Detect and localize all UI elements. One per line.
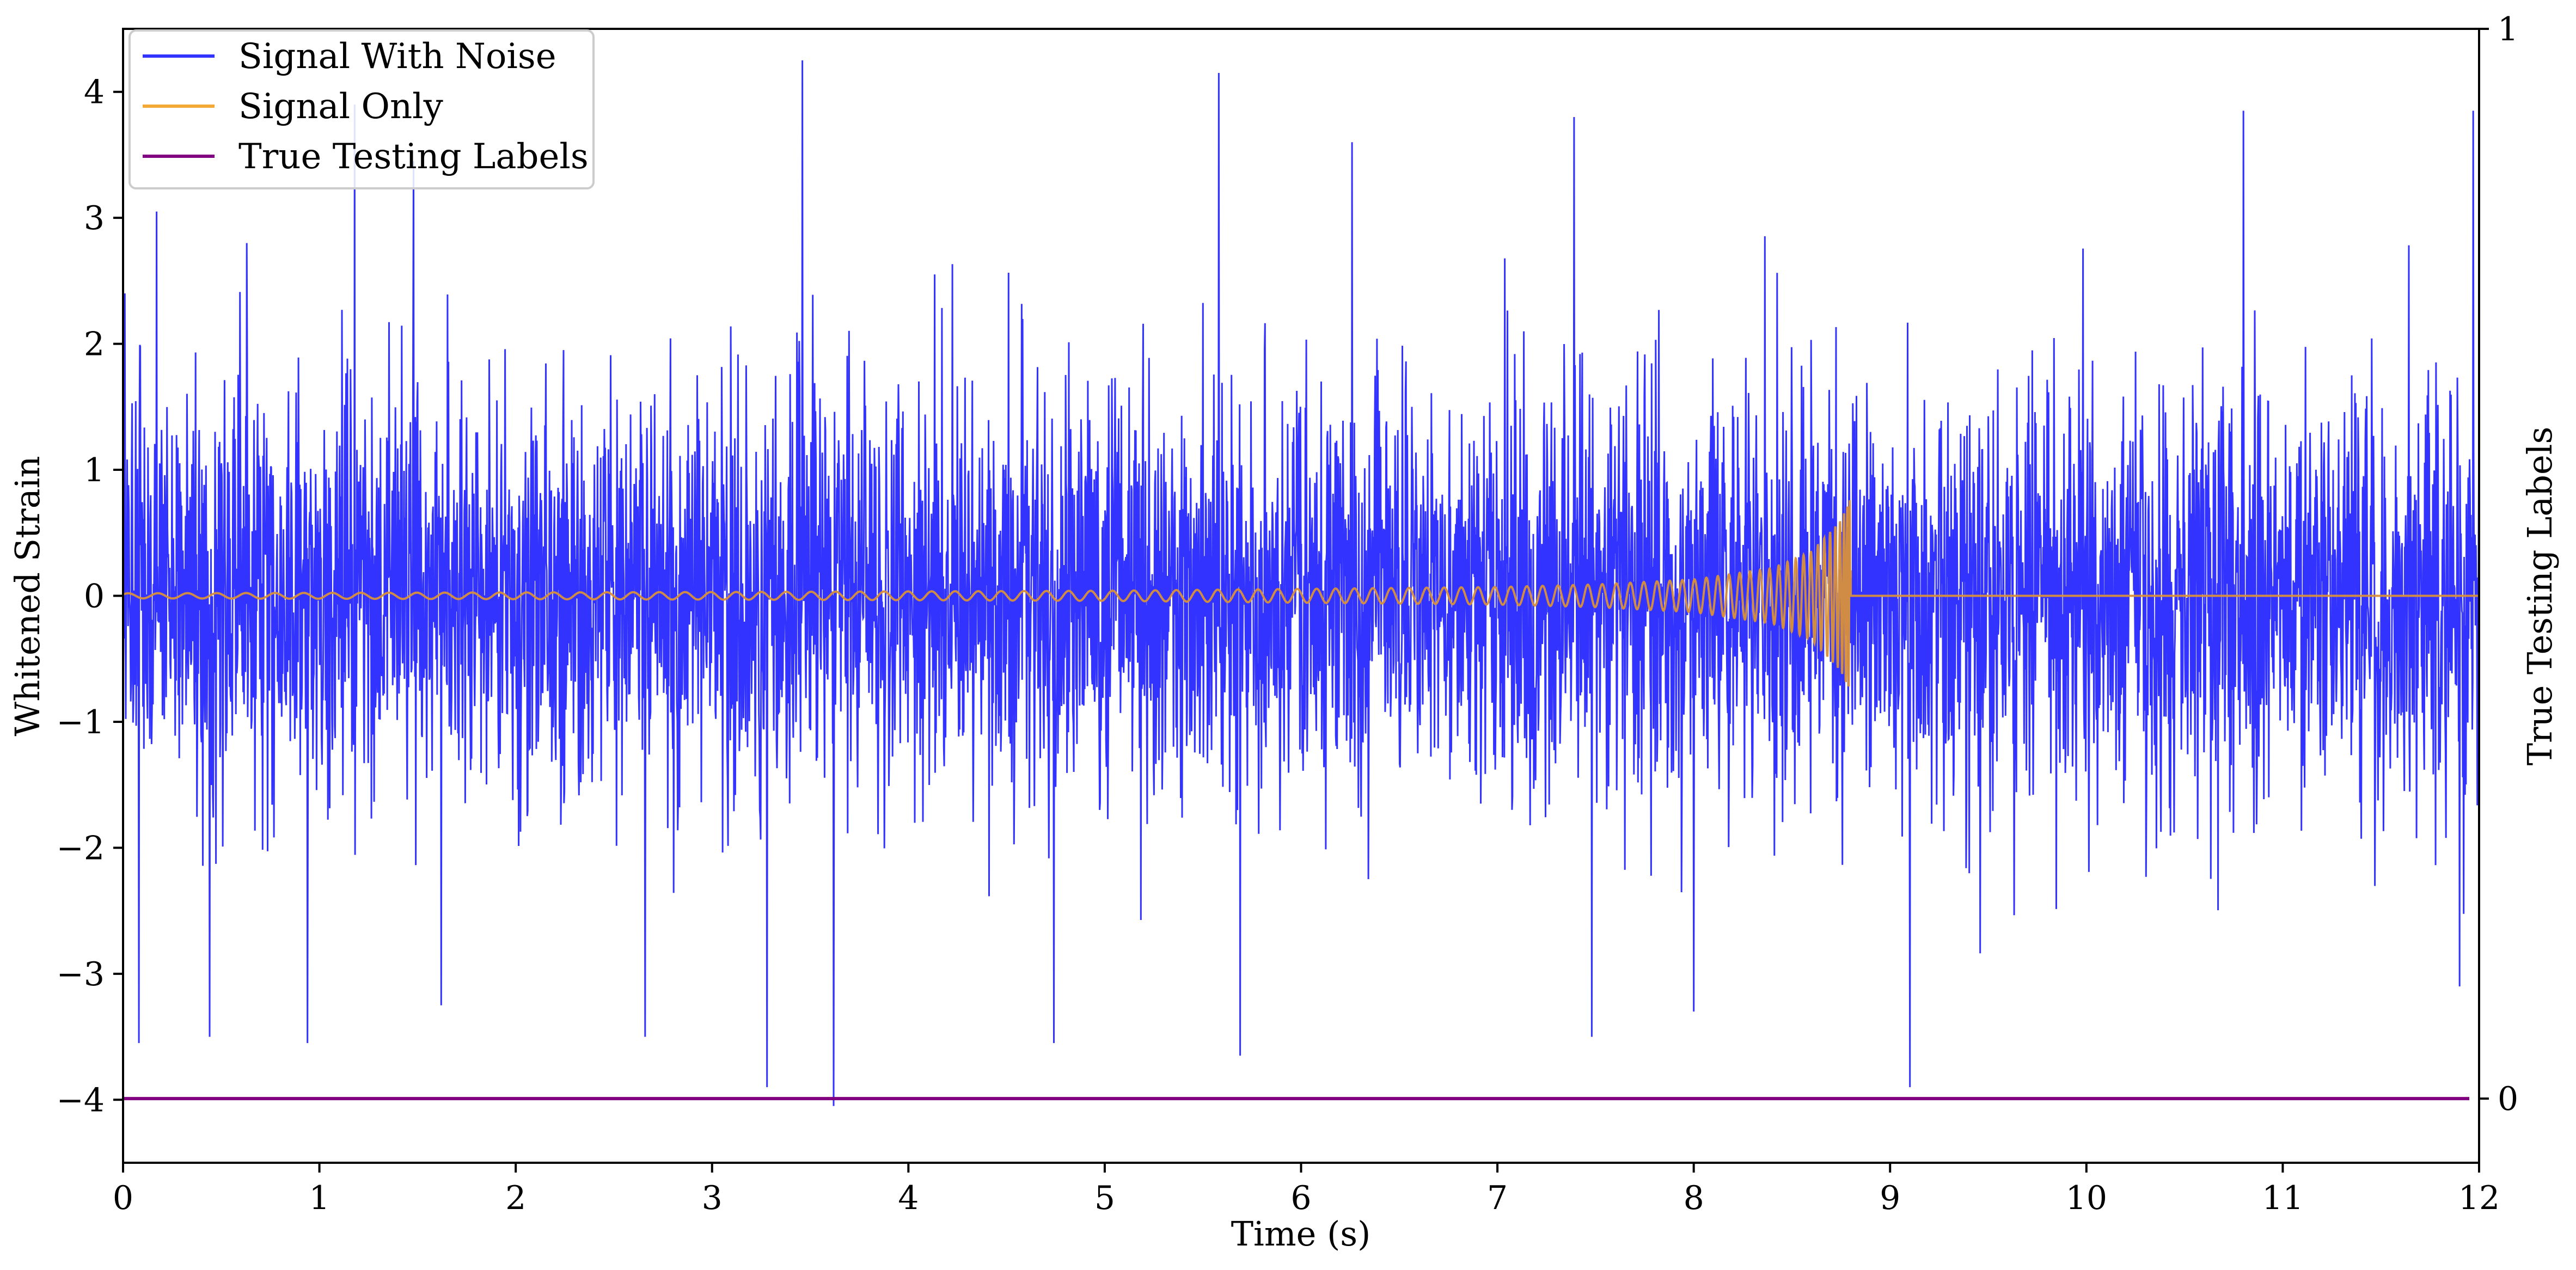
- y-tick-label: −3: [57, 955, 105, 993]
- x-tick-label: 12: [2458, 1179, 2500, 1217]
- x-tick-label: 9: [1880, 1179, 1900, 1217]
- x-tick-label: 10: [2066, 1179, 2107, 1217]
- signal-only-line: [123, 500, 2479, 687]
- right-y-tick-label: 0: [2498, 1080, 2518, 1118]
- right-y-axis-ticks: 01: [2479, 10, 2518, 1118]
- y-tick-label: 2: [84, 326, 105, 364]
- x-tick-label: 2: [505, 1179, 526, 1217]
- y-tick-label: 1: [84, 451, 105, 489]
- x-tick-label: 11: [2262, 1179, 2303, 1217]
- right-y-tick-label: 1: [2498, 10, 2518, 48]
- legend-label-signal-with-noise: Signal With Noise: [238, 36, 556, 77]
- x-tick-label: 8: [1684, 1179, 1704, 1217]
- legend-label-signal-only: Signal Only: [238, 87, 443, 127]
- y-tick-label: 0: [84, 578, 105, 616]
- x-tick-label: 5: [1094, 1179, 1115, 1217]
- x-tick-label: 1: [309, 1179, 329, 1217]
- legend: Signal With Noise Signal Only True Testi…: [129, 29, 595, 189]
- x-axis-label: Time (s): [1231, 1214, 1371, 1254]
- x-tick-label: 7: [1487, 1179, 1508, 1217]
- x-tick-label: 4: [898, 1179, 919, 1217]
- x-tick-label: 0: [113, 1179, 133, 1217]
- y-tick-label: 3: [84, 199, 105, 237]
- plot-area: [122, 60, 2480, 1106]
- y-axis-ticks: −4 −3 −2 −1 0 1 2 3 4: [57, 73, 123, 1119]
- x-tick-label: 3: [702, 1179, 723, 1217]
- right-y-axis-label: True Testing Labels: [2520, 427, 2560, 766]
- y-tick-label: −2: [57, 829, 105, 867]
- y-axis-label: Whitened Strain: [8, 456, 47, 737]
- legend-label-true-testing-labels: True Testing Labels: [238, 137, 589, 177]
- x-axis-ticks: 0 1 2 3 4 5 6 7 8 9 10 11 12: [113, 1163, 2500, 1217]
- y-tick-label: −4: [57, 1081, 105, 1119]
- y-tick-label: 4: [84, 73, 105, 112]
- signal-only-layer: [123, 500, 2479, 687]
- y-tick-label: −1: [57, 703, 105, 741]
- x-tick-label: 6: [1290, 1179, 1311, 1217]
- legend-box: [129, 29, 595, 189]
